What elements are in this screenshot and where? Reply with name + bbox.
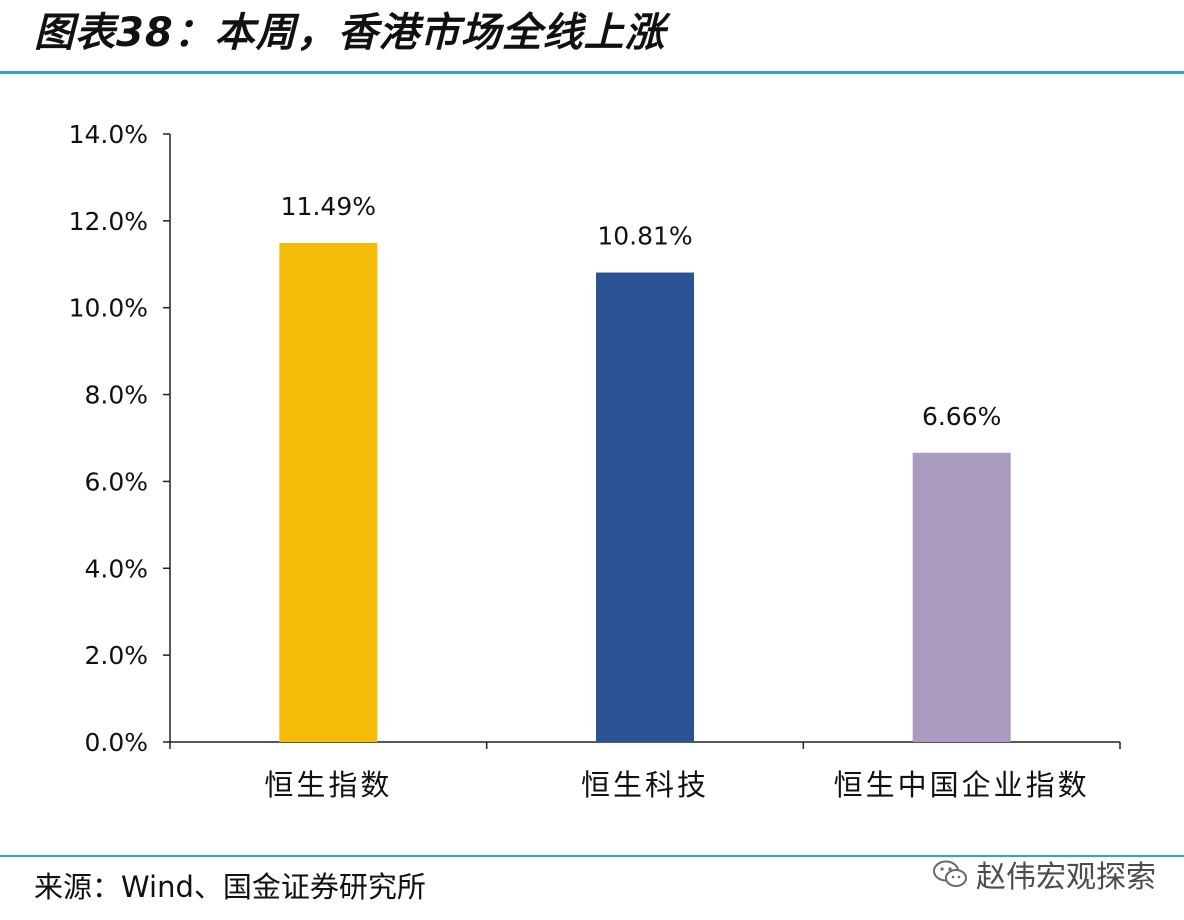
wechat-icon	[933, 860, 967, 887]
chart-title: 图表38：本周，香港市场全线上涨	[34, 10, 666, 56]
bar-chart: 0.0% 2.0% 4.0% 6.0% 8.0% 10.0% 12.0% 14.0% 11.49…	[69, 120, 1121, 802]
x-tick-label: 恒生科技	[581, 768, 709, 802]
bar-3	[912, 452, 1011, 742]
watermark: 赵伟宏观探索	[932, 852, 1156, 896]
data-label: 11.49%	[281, 192, 376, 221]
watermark-text: 赵伟宏观探索	[976, 860, 1156, 895]
y-tick-label: 2.0%	[84, 641, 148, 670]
y-tick-label: 8.0%	[84, 381, 148, 410]
bar-1	[279, 243, 378, 742]
title-divider	[0, 71, 1184, 74]
x-tick-label: 恒生中国企业指数	[834, 768, 1090, 802]
y-tick-label: 12.0%	[69, 207, 148, 236]
y-tick-label: 10.0%	[69, 294, 148, 323]
y-tick-label: 4.0%	[84, 554, 148, 583]
source-note: 来源：Wind、国金证券研究所	[34, 870, 426, 904]
x-tick-label: 恒生指数	[264, 768, 392, 802]
y-tick-label: 6.0%	[84, 467, 148, 496]
bar-2	[596, 272, 694, 742]
y-tick-label: 14.0%	[69, 120, 148, 149]
footer-divider	[0, 855, 1184, 857]
y-tick-label: 0.0%	[84, 728, 148, 757]
data-label: 6.66%	[922, 402, 1001, 431]
data-label: 10.81%	[597, 222, 692, 251]
